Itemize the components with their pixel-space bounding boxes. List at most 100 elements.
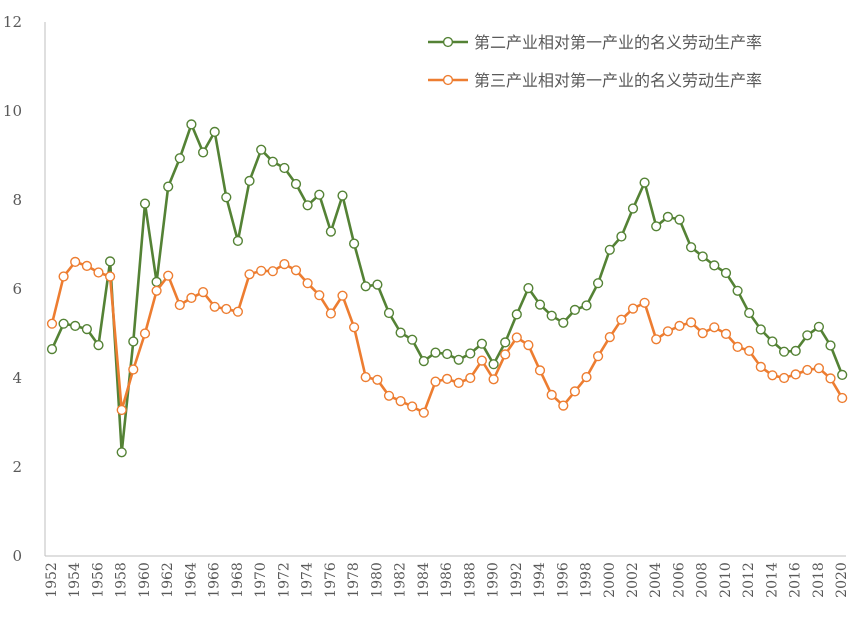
x-tick-label: 2010 xyxy=(718,562,734,598)
data-point xyxy=(604,332,615,343)
data-point xyxy=(232,235,244,247)
legend-marker-secondary xyxy=(442,36,454,48)
data-point xyxy=(523,283,534,294)
x-tick-label: 1988 xyxy=(462,562,478,598)
x-axis-tick-labels: 1952 1954 1956 1958 1960 1962 1964 1966 1968 1970… xyxy=(44,562,850,598)
data-point xyxy=(221,303,232,315)
data-point xyxy=(546,310,557,321)
data-point xyxy=(256,265,267,276)
data-point xyxy=(221,192,232,203)
data-point xyxy=(395,396,406,407)
data-point xyxy=(837,369,848,381)
data-point xyxy=(349,322,360,333)
y-axis-tick-labels: 0 2 4 6 8 10 12 xyxy=(3,13,22,565)
y-tick-label: 6 xyxy=(12,280,22,298)
x-tick-label: 1986 xyxy=(439,562,455,598)
series-line xyxy=(50,123,844,454)
data-point xyxy=(534,299,546,310)
x-tick-label: 2004 xyxy=(648,562,664,598)
data-point xyxy=(314,290,325,301)
data-point xyxy=(290,178,302,190)
data-point xyxy=(302,200,313,211)
data-point xyxy=(616,314,627,325)
data-point xyxy=(697,251,708,262)
data-point xyxy=(639,297,650,308)
legend-entry-secondary: 第二产业相对第一产业的名义劳动生产率 xyxy=(428,33,762,52)
x-tick-label: 1966 xyxy=(207,562,223,598)
data-point xyxy=(244,175,255,187)
x-tick-label: 2000 xyxy=(602,562,618,598)
x-tick-label: 2002 xyxy=(625,562,641,598)
data-point xyxy=(174,299,185,311)
x-tick-label: 2006 xyxy=(671,562,687,598)
data-point xyxy=(81,324,93,335)
data-point xyxy=(744,345,755,357)
legend-marker-tertiary xyxy=(442,74,454,86)
data-point xyxy=(604,244,615,255)
data-point xyxy=(174,153,185,164)
data-point xyxy=(465,372,476,384)
data-point xyxy=(81,260,93,272)
data-point xyxy=(442,348,453,360)
data-point xyxy=(395,327,406,338)
data-point xyxy=(685,317,697,328)
data-point xyxy=(209,126,220,137)
data-point xyxy=(430,347,441,358)
x-tick-label: 1984 xyxy=(416,562,432,598)
data-point xyxy=(744,307,755,319)
x-tick-label: 1952 xyxy=(44,562,60,598)
data-point xyxy=(732,341,743,353)
x-tick-label: 2014 xyxy=(764,562,780,598)
data-point xyxy=(372,279,383,290)
x-tick-label: 1954 xyxy=(67,562,83,598)
y-tick-label: 2 xyxy=(12,458,22,476)
x-tick-label: 2016 xyxy=(788,562,804,598)
data-point xyxy=(674,320,685,332)
x-tick-label: 1968 xyxy=(230,562,246,598)
data-point xyxy=(662,211,674,223)
data-point xyxy=(407,334,418,345)
data-point xyxy=(534,365,546,376)
data-point xyxy=(500,337,511,348)
data-point xyxy=(70,320,81,332)
y-tick-label: 10 xyxy=(3,102,22,120)
data-point xyxy=(232,306,244,317)
data-point xyxy=(349,238,360,249)
data-point xyxy=(418,356,429,367)
data-point xyxy=(476,338,488,349)
data-point xyxy=(198,287,209,298)
x-tick-label: 1970 xyxy=(253,562,269,598)
data-point xyxy=(70,256,81,268)
x-tick-label: 1990 xyxy=(486,562,502,598)
data-point xyxy=(592,278,604,289)
x-tick-label: 2018 xyxy=(811,562,827,598)
legend: 第二产业相对第一产业的名义劳动生产率 第三产业相对第一产业的名义劳动生产率 xyxy=(428,33,762,90)
data-point xyxy=(46,344,58,355)
data-point xyxy=(755,361,766,373)
data-point xyxy=(337,290,348,301)
data-point xyxy=(802,364,813,376)
data-point xyxy=(813,321,825,332)
x-tick-label: 1964 xyxy=(183,562,199,598)
data-point xyxy=(755,324,766,335)
x-tick-label: 1980 xyxy=(369,562,385,598)
y-tick-label: 0 xyxy=(12,547,22,565)
data-point xyxy=(46,318,58,329)
data-point xyxy=(128,364,139,375)
x-tick-label: 1962 xyxy=(160,562,176,598)
data-point xyxy=(256,144,267,155)
data-point xyxy=(279,162,290,174)
axes xyxy=(44,22,846,557)
data-point xyxy=(302,278,313,289)
data-point xyxy=(709,260,720,271)
data-point xyxy=(442,373,453,385)
data-point xyxy=(476,355,488,366)
data-point xyxy=(767,370,778,381)
data-point xyxy=(453,377,464,389)
data-point xyxy=(767,336,778,347)
x-tick-label: 1998 xyxy=(579,562,595,598)
data-point xyxy=(186,292,197,304)
series-secondary xyxy=(46,119,848,458)
data-point xyxy=(116,447,127,458)
